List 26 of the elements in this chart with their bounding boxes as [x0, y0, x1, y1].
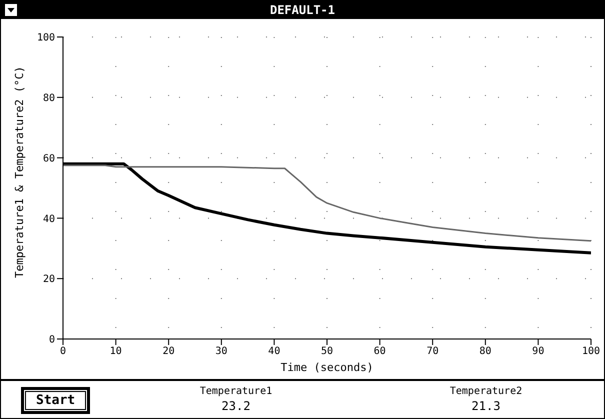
text: 23.2	[220, 399, 252, 413]
x-axis-title: Time (seconds)	[280, 361, 374, 374]
x-tick-label: 0	[60, 346, 66, 358]
x-tick-label: 40	[268, 346, 280, 358]
chart-title: DEFAULT-1	[1, 1, 604, 19]
text: Temperature2	[448, 385, 524, 399]
x-tick-label: 100	[582, 346, 600, 358]
y-axis-title: Temperature1 & Temperature2 (°C)	[12, 66, 26, 278]
y-tick-label: 40	[42, 214, 55, 225]
x-tick-label: 60	[374, 346, 386, 358]
x-tick-label: 80	[479, 346, 492, 358]
x-tick-label: 30	[215, 346, 228, 358]
line-series	[63, 164, 591, 242]
x-tick-label: 70	[426, 346, 439, 358]
y-tick-label: 20	[42, 274, 55, 286]
y-tick-label: 80	[42, 92, 55, 104]
text: 21.3	[470, 399, 502, 413]
x-tick-label: 90	[532, 346, 544, 358]
x-tick-label: 10	[110, 346, 122, 358]
x-tick-label: 50	[320, 346, 334, 358]
start-button: Start	[21, 387, 90, 414]
y-tick-label: 0	[48, 334, 55, 346]
y-tick-label: 60	[42, 153, 55, 164]
y-tick-label: 100	[36, 32, 55, 44]
text: Temperature1	[198, 385, 274, 399]
x-tick-label: 20	[162, 346, 175, 358]
